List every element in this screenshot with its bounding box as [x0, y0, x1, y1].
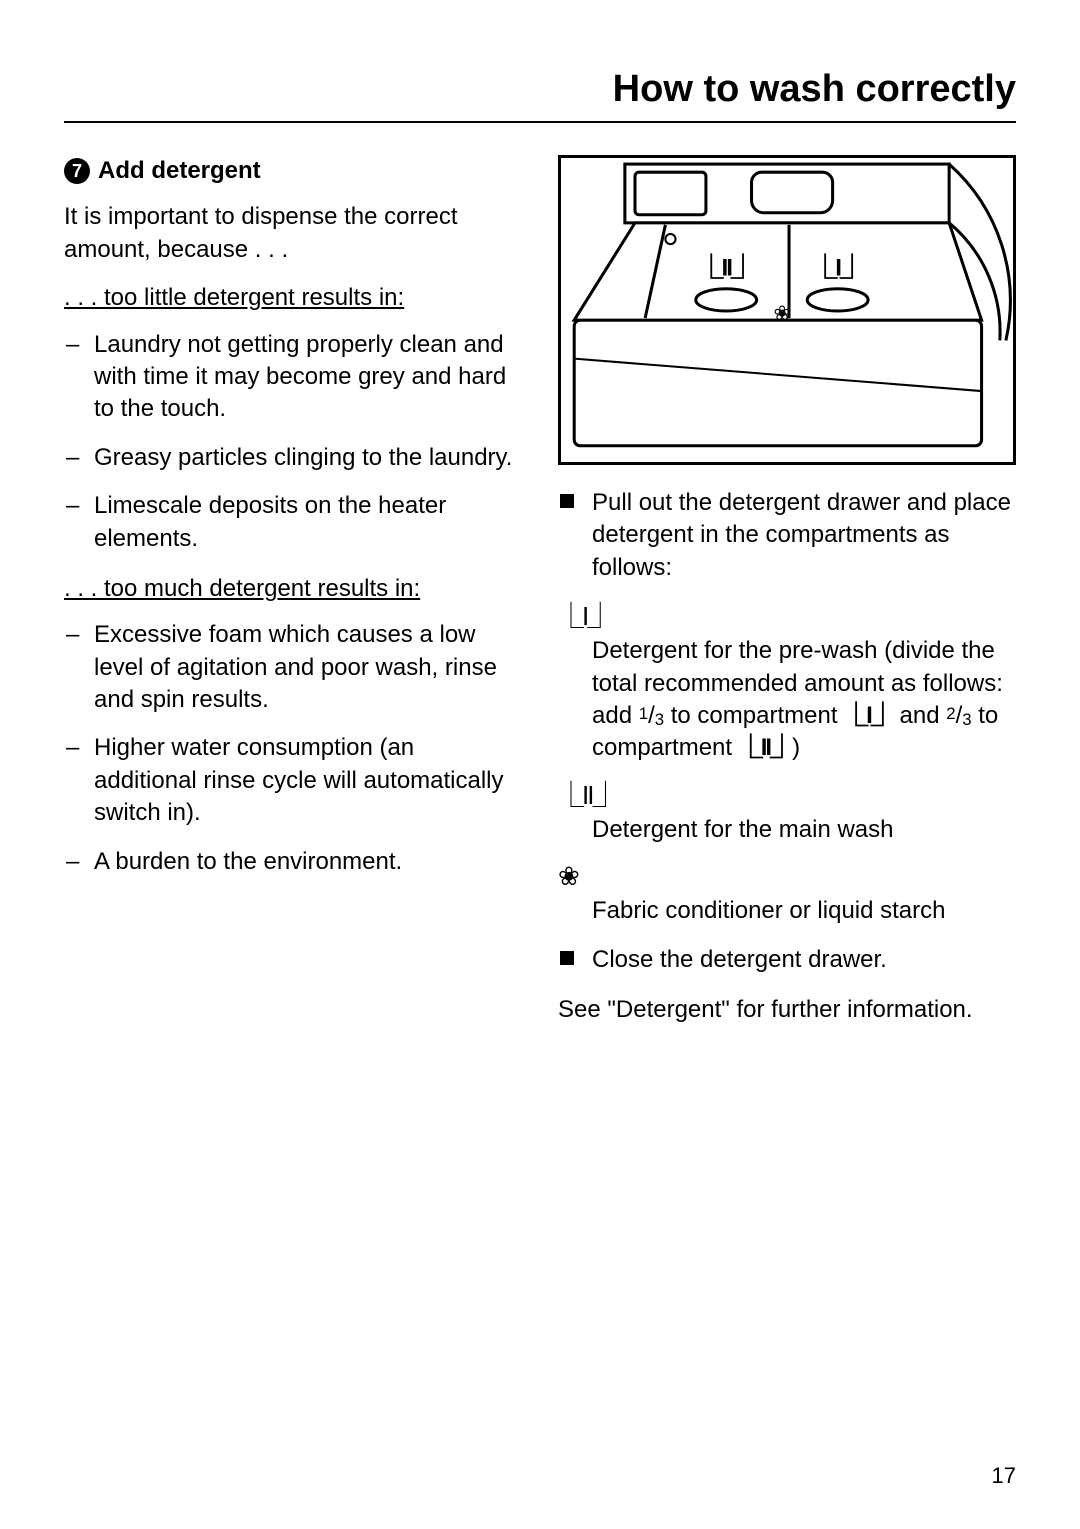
list-item: Limescale deposits on the heater element…	[64, 490, 522, 555]
chapter-title: How to wash correctly	[64, 68, 1016, 123]
left-column: 7 Add detergent It is important to dispe…	[64, 155, 522, 1042]
inline-mainwash-icon: ⎿II⏌	[739, 734, 792, 761]
text-run: to compartment	[664, 702, 844, 729]
mainwash-desc: Detergent for the main wash	[558, 814, 1016, 846]
intro-paragraph: It is important to dispense the correct …	[64, 201, 522, 266]
list-item: A burden to the environment.	[64, 846, 522, 878]
too-little-heading: . . . too little detergent results in:	[64, 282, 522, 314]
step-title: Add detergent	[98, 155, 261, 187]
compartment-mainwash: ⎿II⏌ Detergent for the main wash	[558, 781, 1016, 846]
drawer-illustration: ⎿II⏌ ⎿I⏌ ❀	[558, 155, 1016, 465]
too-much-list: Excessive foam which causes a low level …	[64, 619, 522, 878]
softener-desc: Fabric conditioner or liquid starch	[558, 895, 1016, 927]
prewash-symbol-icon: ⎿I⏌	[558, 603, 611, 629]
page-number: 17	[992, 1463, 1016, 1489]
too-much-heading: . . . too much detergent results in:	[64, 573, 522, 605]
list-item: Laundry not getting properly clean and w…	[64, 329, 522, 426]
flower-symbol-icon: ❀	[558, 863, 580, 889]
list-item: Pull out the detergent drawer and place …	[558, 487, 1016, 584]
compartment-softener: ❀ Fabric conditioner or liquid starch	[558, 862, 1016, 927]
fraction: 1/3	[639, 702, 664, 729]
illus-label-prewash: ⎿I⏌	[813, 254, 862, 282]
see-also: See "Detergent" for further information.	[558, 994, 1016, 1026]
too-little-list: Laundry not getting properly clean and w…	[64, 329, 522, 555]
step-number-badge: 7	[64, 158, 90, 184]
prewash-desc: Detergent for the pre-wash (divide the t…	[558, 635, 1016, 765]
drawer-svg: ⎿II⏌ ⎿I⏌ ❀	[561, 158, 1013, 462]
right-column: ⎿II⏌ ⎿I⏌ ❀ Pull out the detergent drawer…	[558, 155, 1016, 1042]
action-list-pull: Pull out the detergent drawer and place …	[558, 487, 1016, 584]
list-item: Excessive foam which causes a low level …	[64, 619, 522, 716]
text-run: and	[893, 702, 946, 729]
two-column-layout: 7 Add detergent It is important to dispe…	[64, 155, 1016, 1042]
mainwash-symbol-icon: ⎿II⏌	[558, 782, 616, 808]
list-item: Greasy particles clinging to the laundry…	[64, 442, 522, 474]
inline-prewash-icon: ⎿I⏌	[844, 702, 893, 729]
illus-label-mainwash: ⎿II⏌	[699, 254, 753, 282]
text-run: )	[792, 734, 800, 761]
action-list-close: Close the detergent drawer.	[558, 944, 1016, 976]
fraction: 2/3	[946, 702, 971, 729]
list-item: Close the detergent drawer.	[558, 944, 1016, 976]
step-heading: 7 Add detergent	[64, 155, 522, 187]
compartment-prewash: ⎿I⏌ Detergent for the pre-wash (divide t…	[558, 602, 1016, 765]
illus-label-flower: ❀	[773, 303, 790, 325]
manual-page: How to wash correctly 7 Add detergent It…	[0, 0, 1080, 1529]
list-item: Higher water consumption (an additional …	[64, 732, 522, 829]
